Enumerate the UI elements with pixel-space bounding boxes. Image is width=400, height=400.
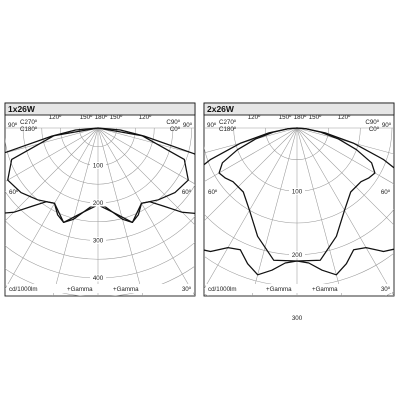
angle-label-120-left: 120º (49, 114, 62, 121)
grid-spoke (296, 127, 394, 296)
radial-tick-label: 400 (93, 275, 104, 282)
angle-label-120-right: 120º (139, 114, 152, 121)
grid-spoke (5, 127, 99, 222)
ring-label-bg (289, 314, 305, 322)
grid-spoke (296, 127, 343, 296)
grid-ring (5, 215, 195, 260)
grid-spoke (296, 127, 394, 185)
plane-label-c180: C180º (219, 126, 237, 133)
grid-ring (78, 127, 118, 147)
ring-label-bg (90, 199, 106, 207)
plane-label-c270: C270º (219, 119, 237, 126)
ring-label-bg (289, 187, 305, 195)
footer-gamma-1: +Gamma (67, 286, 93, 293)
grid-ring (204, 127, 393, 224)
panel-title: 2x26W (207, 104, 235, 114)
panel-title: 1x26W (8, 104, 36, 114)
angle-label-90-left: 90º (207, 122, 217, 129)
plane-label-c90: C90º (166, 119, 180, 126)
footer-angle: 30º (182, 286, 192, 293)
plane-label-c180: C180º (20, 126, 38, 133)
grid-spoke (296, 127, 394, 155)
grid-spoke (97, 127, 195, 185)
plane-label-c0: C0º (170, 126, 181, 133)
angle-label-90-right: 90º (183, 122, 193, 129)
grid-ring (41, 127, 155, 185)
curve-c90-c270-plane (218, 127, 376, 262)
footer-gamma-2: +Gamma (312, 286, 338, 293)
grid-spoke (204, 127, 298, 183)
radial-tick-label: 100 (292, 189, 303, 196)
angle-label-150-right: 150º (309, 114, 322, 121)
angle-label-120-right: 120º (338, 114, 351, 121)
grid-spoke (251, 127, 298, 296)
angle-label-180: 180º (294, 114, 307, 121)
grid-ring (265, 127, 329, 160)
radial-tick-label: 200 (93, 200, 104, 207)
chart-panel-1: 1x26W 100 200 300 400 120º 150º 180º 150º 120º 90º… (4, 102, 196, 297)
radial-tick-label: 300 (292, 315, 303, 322)
grid-spoke (204, 127, 298, 154)
radial-tick-label: 300 (93, 238, 104, 245)
radial-tick-label: 200 (292, 252, 303, 259)
angle-label-60-right: 60º (182, 189, 192, 196)
grid-spoke (204, 127, 298, 290)
footer-unit: cd/1000lm (9, 286, 38, 293)
grid-spoke (204, 127, 298, 222)
footer-unit: cd/1000lm (208, 286, 237, 293)
ring-label-bg (90, 274, 106, 282)
ring-label-bg (289, 251, 305, 259)
footer-angle: 30º (381, 286, 391, 293)
footer-gamma-2: +Gamma (113, 286, 139, 293)
angle-label-60-left: 60º (208, 189, 218, 196)
footer-gamma-1: +Gamma (266, 286, 292, 293)
grid-spoke (5, 127, 99, 154)
angle-label-150-left: 150º (279, 114, 292, 121)
footer-bg (206, 284, 392, 293)
angle-label-120-left: 120º (248, 114, 261, 121)
plane-label-c0: C0º (369, 126, 380, 133)
grid-spoke (5, 127, 99, 183)
angle-label-150-right: 150º (110, 114, 123, 121)
angle-label-150-left: 150º (80, 114, 93, 121)
grid-spoke (97, 127, 195, 155)
angle-label-90-left: 90º (8, 122, 18, 129)
angle-label-60-left: 60º (9, 189, 19, 196)
light-distribution-curves (204, 127, 394, 276)
footer-bg (7, 284, 193, 293)
polar-grid (5, 127, 195, 296)
panel-title-band (203, 102, 395, 116)
grid-ring (5, 127, 193, 222)
ring-label-bg (90, 162, 106, 169)
grid-spoke (97, 127, 195, 226)
angle-label-180: 180º (95, 114, 108, 121)
panel-title-band (4, 102, 196, 116)
radial-tick-label: 100 (93, 163, 104, 170)
plane-label-c270: C270º (20, 119, 38, 126)
plane-label-c90: C90º (365, 119, 379, 126)
angle-label-90-right: 90º (382, 122, 392, 129)
angle-label-60-right: 60º (381, 189, 391, 196)
grid-spoke (296, 127, 394, 226)
ring-label-bg (90, 237, 106, 244)
